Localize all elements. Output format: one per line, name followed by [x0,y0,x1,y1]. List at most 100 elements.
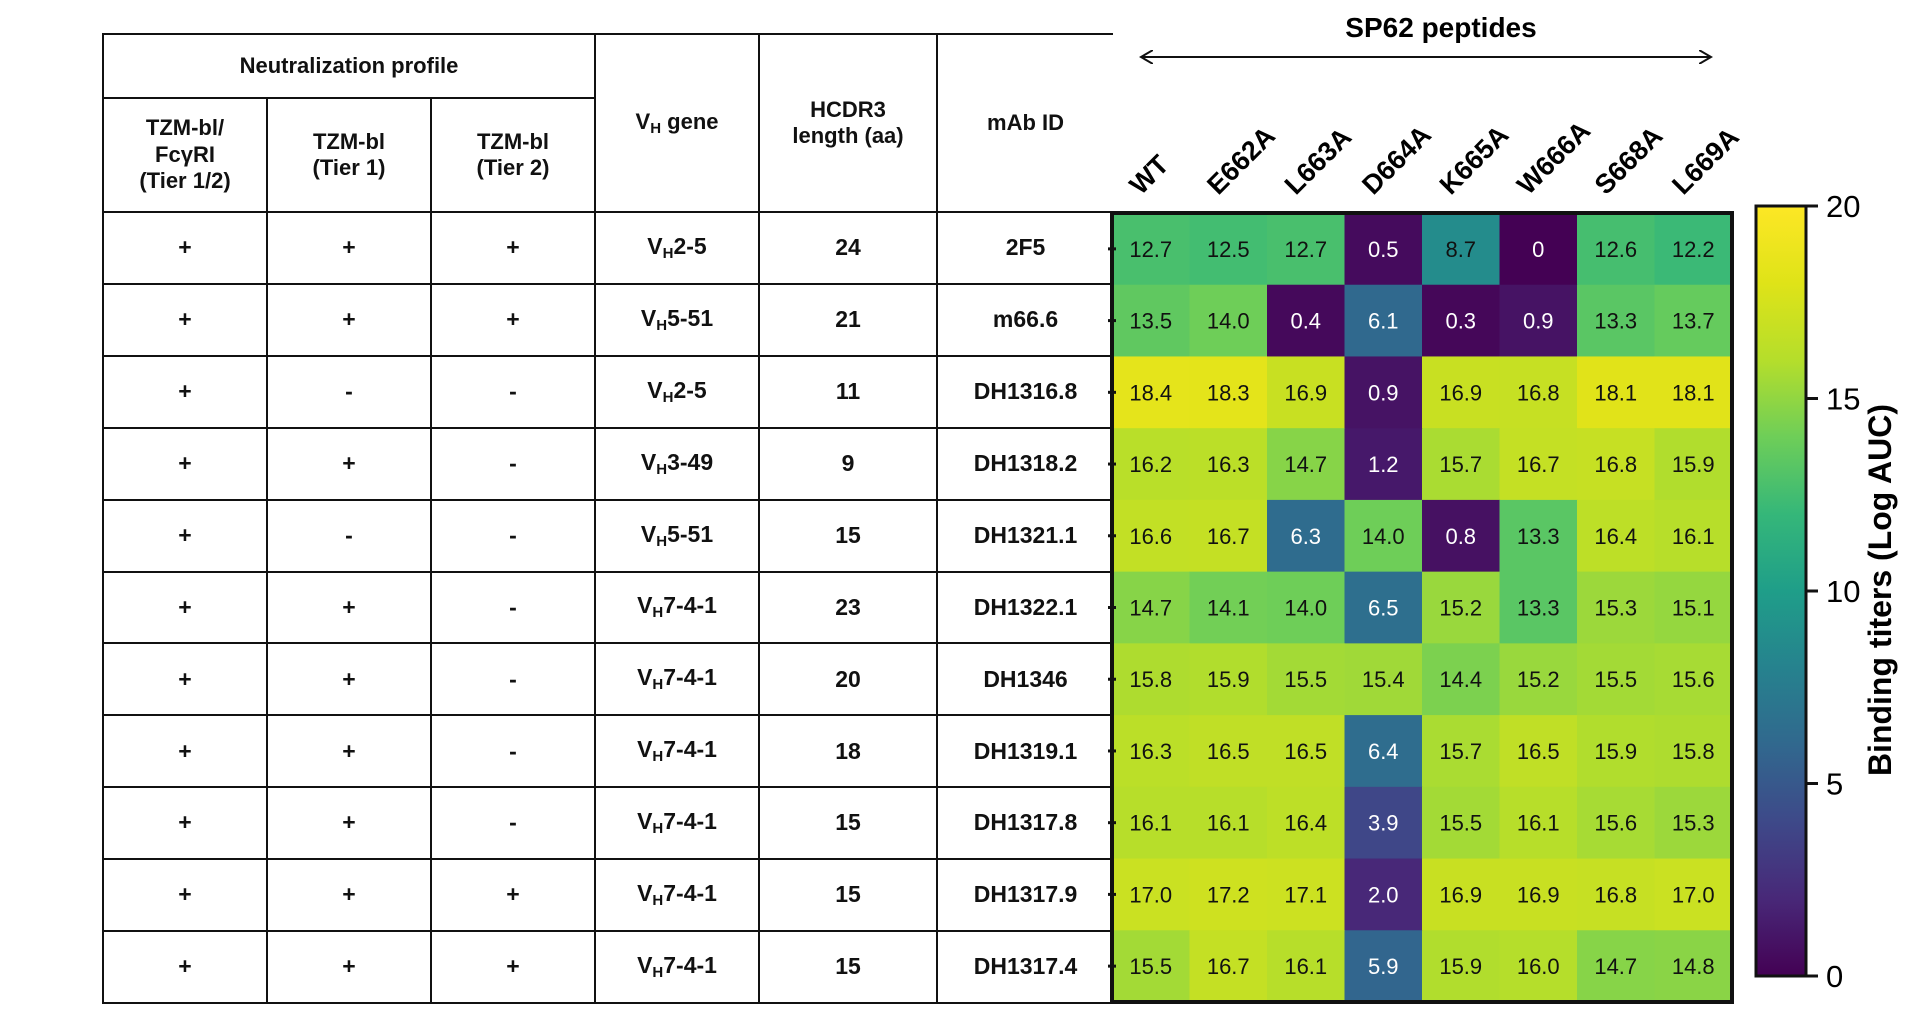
colorbar-tick-label: 0 [1826,959,1843,994]
cell-value-label: 14.8 [1672,954,1715,979]
cell-value-label: 16.1 [1129,811,1172,836]
cell-value-label: 16.9 [1439,380,1482,405]
table-row: + + + VH7-4-1 15 DH1317.9 [102,858,1114,933]
fcgri-cell: + [102,570,268,645]
cell-value-label: 0.3 [1445,309,1476,334]
cell-value-label: 14.0 [1284,596,1327,621]
fcgri-cell: + [102,211,268,285]
cell-value-label: 15.7 [1439,739,1482,764]
heatmap-cell [1499,356,1578,429]
tier2-cell: - [429,426,597,501]
heatmap-cell [1422,930,1501,1003]
hcdr3-cell: 15 [758,858,939,933]
column-label: W666A [1511,115,1596,200]
column-label: L663A [1279,122,1358,201]
colorbar-label: Binding titers (Log AUC) [1862,404,1898,776]
cell-value-label: 16.7 [1517,452,1560,477]
tier2-cell: - [429,354,597,429]
fcgri-cell: + [102,714,268,789]
tier1-cell: + [266,858,432,933]
heatmap-cell [1344,715,1423,788]
vh-gene-cell: VH7-4-1 [594,570,761,645]
column-label: E662A [1201,121,1281,201]
cell-value-label: 15.8 [1129,667,1172,692]
heatmap-cell [1267,284,1346,358]
cell-value-label: 18.3 [1207,380,1250,405]
colorbar-tick-label: 20 [1826,189,1860,224]
cell-value-label: 16.8 [1517,380,1560,405]
cell-value-label: 16.4 [1594,524,1637,549]
column-label: L669A [1666,122,1745,201]
heatmap-cell [1499,571,1578,644]
mab-id-cell: DH1321.1 [936,498,1114,573]
heatmap-cell [1189,284,1268,358]
heatmap-cell [1422,284,1501,358]
heatmap-cell [1422,786,1501,860]
heatmap-cell [1189,428,1268,501]
cell-value-label: 3.9 [1368,811,1399,836]
column-label: S668A [1589,121,1669,201]
heatmap-cell [1654,715,1733,788]
heatmap-cell [1577,715,1656,788]
heatmap-cell [1112,284,1191,358]
cell-value-label: 18.1 [1672,380,1715,405]
heatmap-cell [1577,356,1656,429]
heatmap-cell [1267,930,1346,1003]
heatmap-cell [1577,284,1656,358]
cell-value-label: 16.9 [1517,882,1560,907]
heatmap-cell [1344,356,1423,429]
cell-value-label: 16.4 [1284,811,1327,836]
cell-value-label: 0.8 [1445,524,1476,549]
cell-value-label: 15.5 [1284,667,1327,692]
hcdr3-cell: 24 [758,211,939,285]
table-row: + + - VH3-49 9 DH1318.2 [102,426,1114,501]
heatmap-cell [1422,356,1501,429]
cell-value-label: 15.8 [1672,739,1715,764]
cell-value-label: 16.0 [1517,954,1560,979]
cell-value-label: 13.7 [1672,309,1715,334]
heatmap-cell [1344,858,1423,931]
table-row: + + - VH7-4-1 15 DH1317.8 [102,786,1114,861]
cell-value-label: 16.1 [1517,811,1560,836]
heatmap-cell [1189,213,1268,286]
tier2-cell: - [429,642,597,717]
heatmap-cell [1577,428,1656,501]
cell-value-label: 12.7 [1284,237,1327,262]
heatmap-cell [1499,786,1578,860]
mab-id-cell: DH1316.8 [936,354,1114,429]
chart-title: SP62 peptides [1345,12,1536,43]
table-row: + + - VH7-4-1 18 DH1319.1 [102,714,1114,789]
cell-value-label: 15.3 [1594,596,1637,621]
heatmap-cell [1654,499,1733,573]
cell-value-label: 16.7 [1207,524,1250,549]
tier2-cell: + [429,211,597,285]
heatmap-cells: 12.7 12.5 12.7 0.5 8.7 0 12.6 12.2 13.5 14.0 0.4 6.… [1112,213,1733,1003]
mab-id-cell: DH1317.9 [936,858,1114,933]
heatmap-cell [1499,930,1578,1003]
heatmap-cell [1422,715,1501,788]
tier2-cell: + [429,930,597,1004]
colorbar-gradient [1754,204,1808,978]
heatmap-cell [1112,356,1191,429]
heatmap-cell [1577,213,1656,286]
hcdr3-cell: 15 [758,930,939,1004]
heatmap-cell [1344,499,1423,573]
heatmap-cell [1654,356,1733,429]
cell-value-label: 6.3 [1290,524,1321,549]
mab-id-cell: DH1317.4 [936,930,1114,1004]
column-label: D664A [1356,120,1437,201]
cell-value-label: 6.1 [1368,309,1399,334]
vh-gene-cell: VH2-5 [594,354,761,429]
vh-gene-cell: VH7-4-1 [594,714,761,789]
tier1-cell: + [266,930,432,1004]
heatmap-cell [1499,715,1578,788]
cell-value-label: 15.9 [1439,954,1482,979]
cell-value-label: 16.1 [1284,954,1327,979]
cell-value-label: 14.7 [1284,452,1327,477]
heatmap-cell [1577,571,1656,644]
colorbar-tick-label: 15 [1826,382,1860,417]
hcdr3-header: HCDR3 length (aa) [758,33,939,213]
cell-value-label: 13.3 [1594,309,1637,334]
